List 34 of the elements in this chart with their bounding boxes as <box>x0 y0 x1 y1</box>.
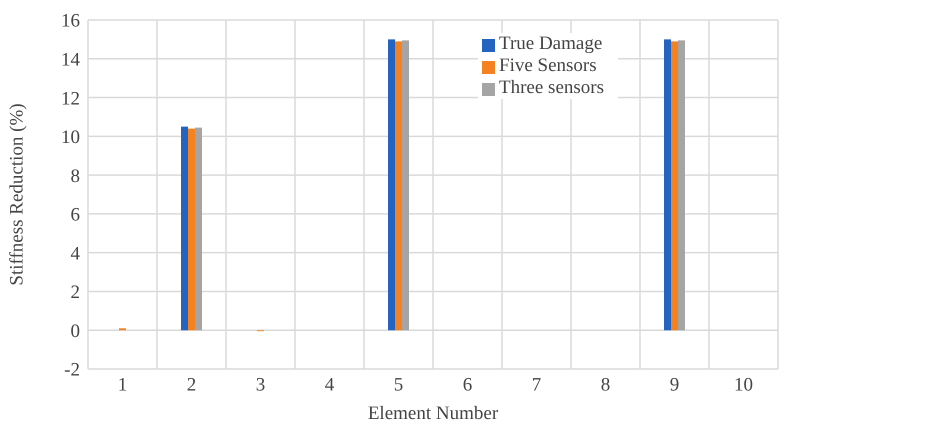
y-tick-label: 14 <box>61 50 80 71</box>
legend-label: Three sensors <box>499 77 604 98</box>
bar <box>395 41 402 330</box>
bar <box>678 40 685 330</box>
x-tick-label: 2 <box>186 374 196 396</box>
x-axis-title: Element Number <box>368 403 499 424</box>
y-tick-label: 6 <box>70 204 80 226</box>
x-tick-label: 4 <box>324 374 335 396</box>
y-tick-label: 16 <box>61 10 80 32</box>
x-tick-label: 6 <box>462 374 472 396</box>
y-tick-label: -2 <box>64 360 80 381</box>
bar <box>181 126 188 330</box>
x-tick-label: 7 <box>532 374 542 396</box>
y-tick-label: 10 <box>61 127 80 148</box>
y-tick-label: 4 <box>70 243 80 264</box>
x-tick-label: 8 <box>600 374 610 396</box>
x-tick-label: 1 <box>118 374 128 396</box>
bar <box>188 128 195 330</box>
x-tick-label: 9 <box>670 374 680 396</box>
legend-label: Five Sensors <box>499 55 597 76</box>
x-tick-label: 5 <box>394 374 404 396</box>
x-tick-label: 3 <box>256 374 266 396</box>
bar <box>388 39 395 330</box>
legend-label: True Damage <box>499 33 602 54</box>
bar <box>664 39 671 330</box>
y-tick-label: 12 <box>61 88 80 110</box>
y-tick-label: 2 <box>70 282 80 304</box>
y-axis-title: Stiffness Reduction (%) <box>6 103 28 286</box>
y-tick-label: 0 <box>70 320 80 342</box>
bar <box>402 40 409 330</box>
bar <box>671 41 678 330</box>
y-tick-label: 8 <box>70 166 80 187</box>
bar <box>195 128 202 330</box>
x-tick-label: 10 <box>734 374 753 396</box>
